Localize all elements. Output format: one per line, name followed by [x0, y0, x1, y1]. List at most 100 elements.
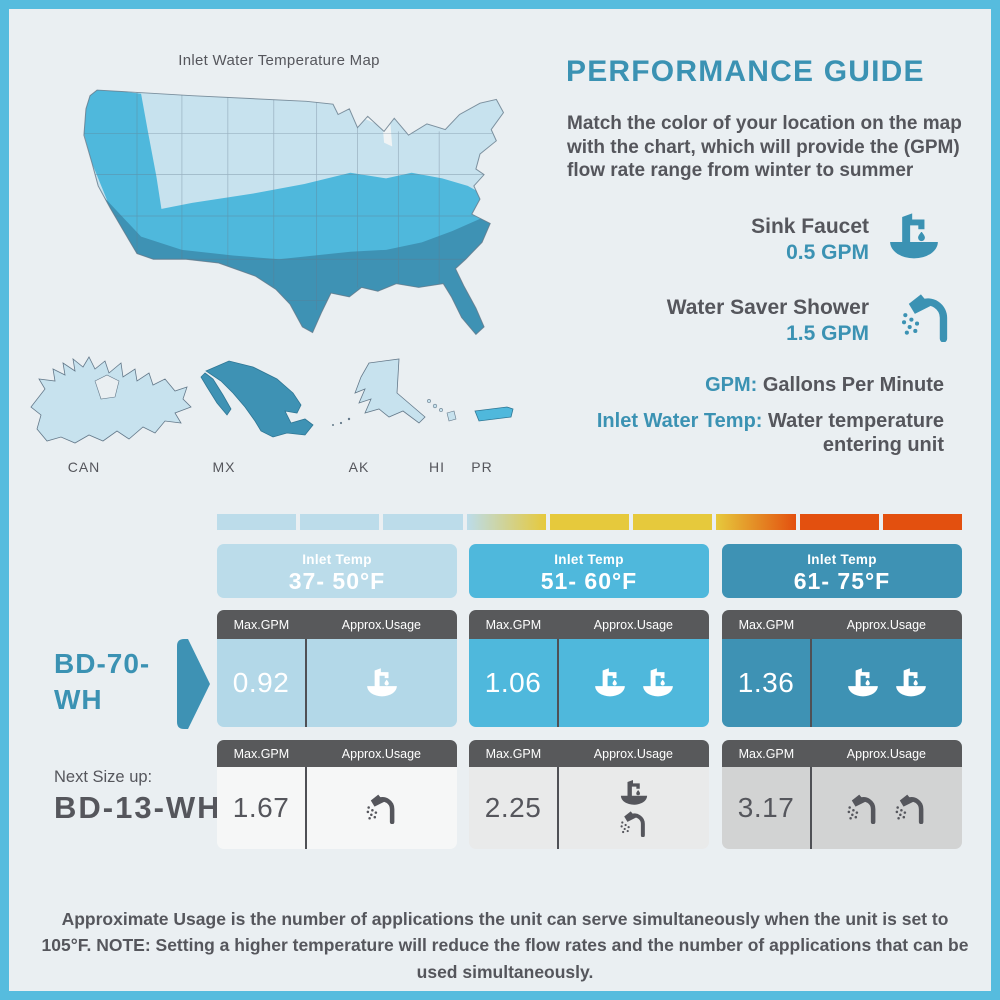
- water-saver-shower-label: Water Saver Shower: [666, 296, 869, 319]
- max-gpm-header: Max.GPM: [485, 617, 542, 632]
- gradient-segment: [300, 514, 380, 530]
- max-gpm-header: Max.GPM: [738, 746, 795, 761]
- faucet-icon: [894, 667, 928, 699]
- approx-usage-icons: [305, 639, 457, 727]
- max-gpm-value: 0.92: [232, 667, 290, 698]
- inlet-temp-label: Inlet Temp: [807, 552, 877, 567]
- inlet-temp-column-mild: Inlet Temp 51- 60°F: [469, 544, 709, 598]
- approx-usage-icons: [305, 767, 457, 849]
- shower-icon: [365, 792, 399, 824]
- map-label-puerto-rico: PR: [471, 459, 493, 475]
- page-title: PERFORMANCE GUIDE: [566, 55, 925, 88]
- faucet-icon: [641, 667, 675, 699]
- model-bd-70-wh-label: BD-70- WH: [54, 646, 150, 719]
- inlet-temp-column-cold: Inlet Temp 37- 50°F: [217, 544, 457, 598]
- aleutian-islands: [339, 421, 343, 425]
- faucet-icon: [846, 667, 880, 699]
- max-gpm-value: 1.36: [737, 667, 795, 698]
- inlet-temp-range: 51- 60°F: [540, 568, 638, 594]
- max-gpm-value: 1.67: [232, 792, 290, 823]
- gradient-segment: [466, 514, 546, 530]
- baja-peninsula: [200, 372, 232, 416]
- map-label-alaska: AK: [348, 459, 370, 475]
- mexico-shape: [205, 360, 314, 438]
- map-label-canada: CAN: [67, 459, 101, 475]
- inlet-temp-label: Inlet Temp: [302, 552, 372, 567]
- water-saver-shower-gpm: 1.5 GPM: [786, 322, 869, 345]
- approx-usage-icons: [810, 767, 962, 849]
- max-gpm-header: Max.GPM: [233, 746, 290, 761]
- state-borders: [83, 90, 493, 310]
- cell-header: Max.GPM Approx.Usage: [217, 740, 457, 767]
- shower-icon: [894, 792, 928, 824]
- faucet-icon: [886, 212, 942, 262]
- shower-icon: [901, 290, 953, 342]
- map-title: Inlet Water Temperature Map: [178, 52, 380, 69]
- cell-body: 3.17: [722, 767, 962, 849]
- cell-header: Max.GPM Approx.Usage: [722, 610, 962, 639]
- inlet-water-temp-term: Inlet Water Temp:: [596, 410, 763, 432]
- aleutian-islands: [347, 417, 351, 421]
- approx-usage-icons: [810, 639, 962, 727]
- shower-icon: [619, 809, 649, 837]
- map-label-hawaii: HI: [429, 459, 445, 475]
- table-cell: Max.GPM Approx.Usage 1.36: [722, 610, 962, 727]
- approx-usage-icons: [557, 639, 709, 727]
- hudson-bay: [94, 374, 120, 400]
- gradient-segment: [217, 514, 297, 530]
- hawaii-islands: [427, 399, 457, 422]
- cell-body: 1.67: [217, 767, 457, 849]
- cell-body: 0.92: [217, 639, 457, 727]
- us-inlet-temperature-map: [83, 89, 505, 336]
- row-arrow-icon: [177, 639, 210, 729]
- sink-faucet-label: Sink Faucet: [751, 215, 869, 238]
- gradient-segment: [799, 514, 879, 530]
- shower-icon: [846, 792, 880, 824]
- approx-usage-header: Approx.Usage: [846, 746, 926, 761]
- inlet-temp-column-warm: Inlet Temp 61- 75°F: [722, 544, 962, 598]
- inlet-temp-range: 61- 75°F: [793, 568, 891, 594]
- cell-header: Max.GPM Approx.Usage: [217, 610, 457, 639]
- model-line: BD-70-: [54, 648, 151, 679]
- approx-usage-header: Approx.Usage: [846, 617, 926, 632]
- table-cell: Max.GPM Approx.Usage 2.25: [469, 740, 709, 849]
- gradient-segment: [383, 514, 463, 530]
- approx-usage-header: Approx.Usage: [341, 746, 421, 761]
- map-label-mexico: MX: [212, 459, 236, 475]
- us-outline: [83, 89, 505, 336]
- gpm-term: GPM:: [705, 374, 758, 396]
- next-size-up-label: Next Size up:: [54, 768, 153, 786]
- cell-body: 1.06: [469, 639, 709, 727]
- alaska-shape: [354, 358, 426, 424]
- inlet-temp-label: Inlet Temp: [554, 552, 624, 567]
- approx-usage-header: Approx.Usage: [593, 746, 673, 761]
- faucet-icon: [365, 667, 399, 699]
- surrounding-regions-map: [30, 356, 514, 444]
- inlet-temp-range: 37- 50°F: [288, 568, 386, 594]
- gradient-segment: [549, 514, 630, 530]
- gradient-segment: [716, 514, 796, 530]
- canada-shape: [30, 356, 192, 444]
- table-cell: Max.GPM Approx.Usage 3.17: [722, 740, 962, 849]
- approx-usage-header: Approx.Usage: [341, 617, 421, 632]
- guide-description: Match the color of your location on the …: [567, 113, 962, 182]
- table-cell: Max.GPM Approx.Usage 1.67: [217, 740, 457, 849]
- inlet-water-temp-text: Water temperature entering unit: [762, 410, 944, 457]
- model-line: WH: [54, 684, 103, 716]
- aleutian-islands: [332, 424, 334, 426]
- gpm-definition: GPM: Gallons Per Minute: [564, 373, 944, 397]
- max-gpm-header: Max.GPM: [738, 617, 795, 632]
- faucet-icon: [593, 667, 627, 699]
- max-gpm-header: Max.GPM: [233, 617, 290, 632]
- gradient-segment: [633, 514, 713, 530]
- max-gpm-value: 1.06: [484, 667, 542, 698]
- cell-body: 1.36: [722, 639, 962, 727]
- max-gpm-value: 3.17: [737, 792, 795, 823]
- table-cell: Max.GPM Approx.Usage 1.06: [469, 610, 709, 727]
- sink-faucet-gpm: 0.5 GPM: [786, 241, 869, 264]
- puerto-rico-shape: [474, 406, 514, 422]
- max-gpm-header: Max.GPM: [485, 746, 542, 761]
- footer-note: Approximate Usage is the number of appli…: [41, 909, 969, 982]
- cell-header: Max.GPM Approx.Usage: [722, 740, 962, 767]
